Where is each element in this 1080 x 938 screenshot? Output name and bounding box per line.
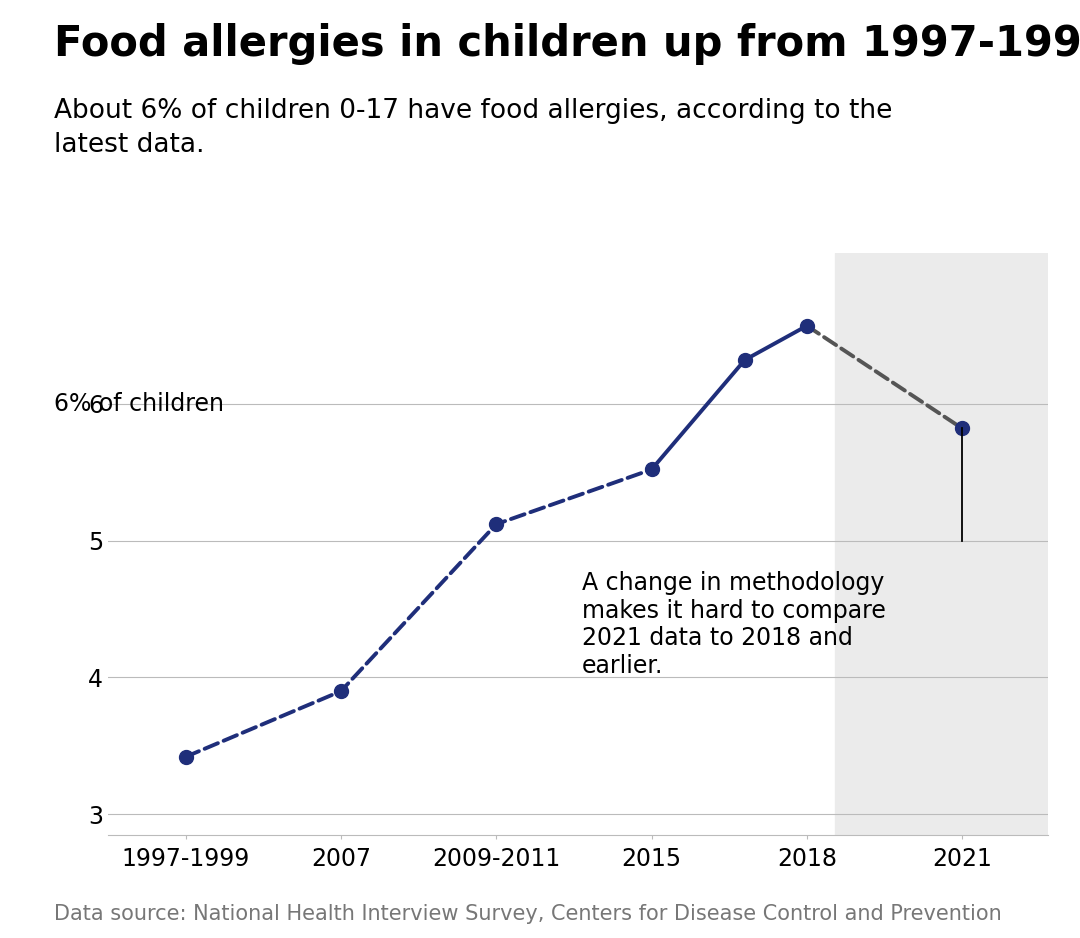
Text: Food allergies in children up from 1997-1999: Food allergies in children up from 1997-… <box>54 23 1080 66</box>
Text: A change in methodology
makes it hard to compare
2021 data to 2018 and
earlier.: A change in methodology makes it hard to… <box>582 570 886 678</box>
Text: Data source: National Health Interview Survey, Centers for Disease Control and P: Data source: National Health Interview S… <box>54 904 1002 924</box>
Text: About 6% of children 0-17 have food allergies, according to the
latest data.: About 6% of children 0-17 have food alle… <box>54 98 892 159</box>
Text: 6% of children: 6% of children <box>54 392 224 416</box>
Bar <box>835 253 1048 835</box>
